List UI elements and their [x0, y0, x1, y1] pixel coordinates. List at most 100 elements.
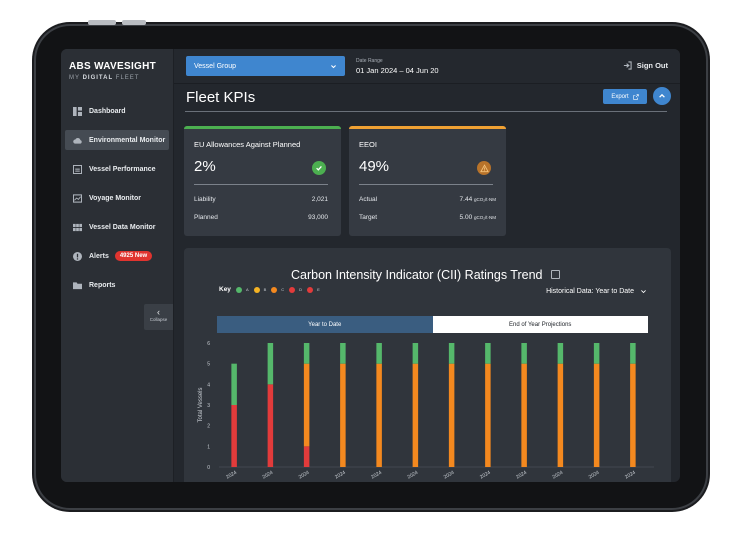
bar-segment-a: [303, 343, 310, 364]
y-tick-label: 5: [207, 362, 210, 368]
calendar-icon[interactable]: [551, 270, 560, 279]
kpi-row-value: 2,021: [311, 196, 328, 203]
bar-segment-c: [340, 363, 346, 467]
warning-icon: [477, 161, 491, 175]
x-tick-label: 2024: [334, 470, 347, 481]
sidebar-item-label: Vessel Performance: [89, 165, 156, 173]
date-range-value: 01 Jan 2024 – 04 Jun 20: [356, 65, 439, 75]
kpi-title: EEOI: [359, 140, 377, 149]
key-item-a: A: [235, 286, 249, 293]
brand-logo[interactable]: ABS WAVESIGHT MY DIGITAL FLEET: [61, 49, 173, 81]
x-tick-label: 2024: [370, 470, 383, 481]
kpi-divider: [359, 184, 493, 185]
kpi-title: EU Allowances Against Planned: [194, 140, 301, 149]
external-link-icon: [632, 93, 639, 100]
main-content: Vessel Group Date Range 01 Jan 2024 – 04…: [174, 49, 680, 482]
y-tick-label: 3: [207, 403, 210, 409]
sidebar-item-label: Dashboard: [89, 107, 126, 115]
sidebar-item-reports[interactable]: Reports: [65, 275, 169, 295]
sidebar-item-label: Reports: [89, 281, 116, 289]
bar-segment-a: [593, 343, 600, 364]
data-grid-icon: [73, 223, 82, 232]
export-label: Export: [611, 93, 629, 100]
kpi-accent-bar: [184, 126, 341, 129]
logo-subtitle: MY DIGITAL FLEET: [69, 75, 140, 81]
export-button[interactable]: Export: [603, 89, 647, 104]
historical-data-select[interactable]: Historical Data: Year to Date: [546, 288, 647, 295]
alert-icon: [73, 251, 82, 261]
key-label: Key: [219, 286, 231, 293]
kpi-value: 2%: [194, 158, 216, 175]
sidebar-item-label: Vessel Data Monitor: [89, 223, 156, 231]
kpi-row-value: 5.00 gCO₂/t·NM: [459, 214, 496, 221]
collapse-label: Collapse: [149, 317, 168, 322]
tablet-button: [122, 20, 146, 25]
tablet-button: [88, 20, 116, 25]
kpi-card-eu-allowances[interactable]: EU Allowances Against Planned 2% Liabili…: [184, 126, 341, 236]
x-tick-label: 2024: [515, 470, 528, 481]
cloud-icon: [73, 136, 82, 145]
tab-year-to-date[interactable]: Year to Date: [217, 316, 433, 333]
sidebar-item-label: Alerts: [89, 252, 109, 260]
bar-segment-e: [303, 446, 310, 467]
bar-segment-a: [412, 343, 419, 364]
scroll-top-button[interactable]: [653, 87, 671, 105]
chevron-down-icon: [331, 64, 336, 68]
app-screen: ABS WAVESIGHT MY DIGITAL FLEET Dashboard…: [61, 49, 680, 482]
chevron-left-icon: ‹: [157, 307, 160, 317]
kpi-card-eeoi[interactable]: EEOI 49% Actual 7.44 gCO₂/t·NM Target 5.…: [349, 126, 506, 236]
y-tick-label: 6: [207, 341, 210, 347]
bar-segment-a: [557, 343, 564, 364]
bar-segment-c: [448, 363, 455, 467]
kpi-row-actual: Actual 7.44 gCO₂/t·NM: [359, 196, 496, 203]
bar-segment-a: [485, 343, 491, 364]
kpi-row-value: 93,000: [308, 214, 328, 221]
page-title: Fleet KPIs: [186, 89, 256, 106]
kpi-row-label: Actual: [359, 196, 378, 203]
chevron-up-icon: [659, 93, 665, 98]
y-tick-label: 2: [207, 424, 210, 430]
cii-stacked-bar-chart: Total Vessels 0 1 2 3 4 5 6 2024 2024 2024 2024 2024…: [198, 341, 654, 481]
collapse-sidebar-button[interactable]: ‹ Collapse: [144, 304, 173, 330]
sidebar-item-vessel-data-monitor[interactable]: Vessel Data Monitor: [65, 217, 169, 237]
chart-title: Carbon Intensity Indicator (CII) Ratings…: [291, 268, 543, 282]
check-circle-icon: [312, 161, 326, 175]
bar-segment-a: [448, 343, 455, 364]
sign-out-icon: [623, 61, 632, 70]
x-tick-label: 2024: [552, 470, 565, 481]
sidebar-item-environmental-monitor[interactable]: Environmental Monitor: [65, 130, 169, 150]
bar-segment-a: [376, 343, 382, 364]
sidebar-item-dashboard[interactable]: Dashboard: [65, 101, 169, 121]
voyage-icon: [73, 193, 82, 203]
x-tick-label: 2024: [225, 470, 238, 481]
kpi-value: 49%: [359, 158, 390, 175]
key-item-e: E: [307, 286, 320, 293]
title-divider: [185, 111, 667, 112]
folder-icon: [73, 281, 82, 290]
bar-segment-c: [412, 363, 419, 467]
kpi-row-liability: Liability 2,021: [194, 196, 328, 203]
bar-segment-c: [557, 363, 564, 467]
sidebar: ABS WAVESIGHT MY DIGITAL FLEET Dashboard…: [61, 49, 174, 482]
y-axis-label: Total Vessels: [198, 387, 204, 422]
bar-segment-e: [231, 405, 237, 467]
sidebar-item-voyage-monitor[interactable]: Voyage Monitor: [65, 188, 169, 208]
tab-end-of-year-projections[interactable]: End of Year Projections: [432, 316, 648, 333]
date-range-picker[interactable]: Date Range 01 Jan 2024 – 04 Jun 20: [356, 58, 439, 75]
sidebar-item-vessel-performance[interactable]: Vessel Performance: [65, 159, 169, 179]
sidebar-item-alerts[interactable]: Alerts 4925 New: [65, 246, 169, 266]
bar-segment-a: [630, 343, 636, 364]
x-tick-label: 2024: [262, 470, 275, 481]
kpi-row-planned: Planned 93,000: [194, 214, 328, 221]
x-tick-label: 2024: [407, 470, 420, 481]
vessel-group-select[interactable]: Vessel Group: [186, 56, 345, 76]
x-tick-label: 2024: [443, 470, 456, 481]
kpi-accent-bar: [349, 126, 506, 129]
chart-view-toggle: Year to Date End of Year Projections: [217, 316, 648, 333]
bar-segment-a: [340, 343, 346, 364]
key-item-b: B: [253, 286, 266, 293]
sign-out-button[interactable]: Sign Out: [623, 61, 668, 70]
kpi-row-target: Target 5.00 gCO₂/t·NM: [359, 214, 496, 221]
bar-segment-a: [521, 343, 527, 364]
bar-segment-c: [303, 363, 310, 447]
